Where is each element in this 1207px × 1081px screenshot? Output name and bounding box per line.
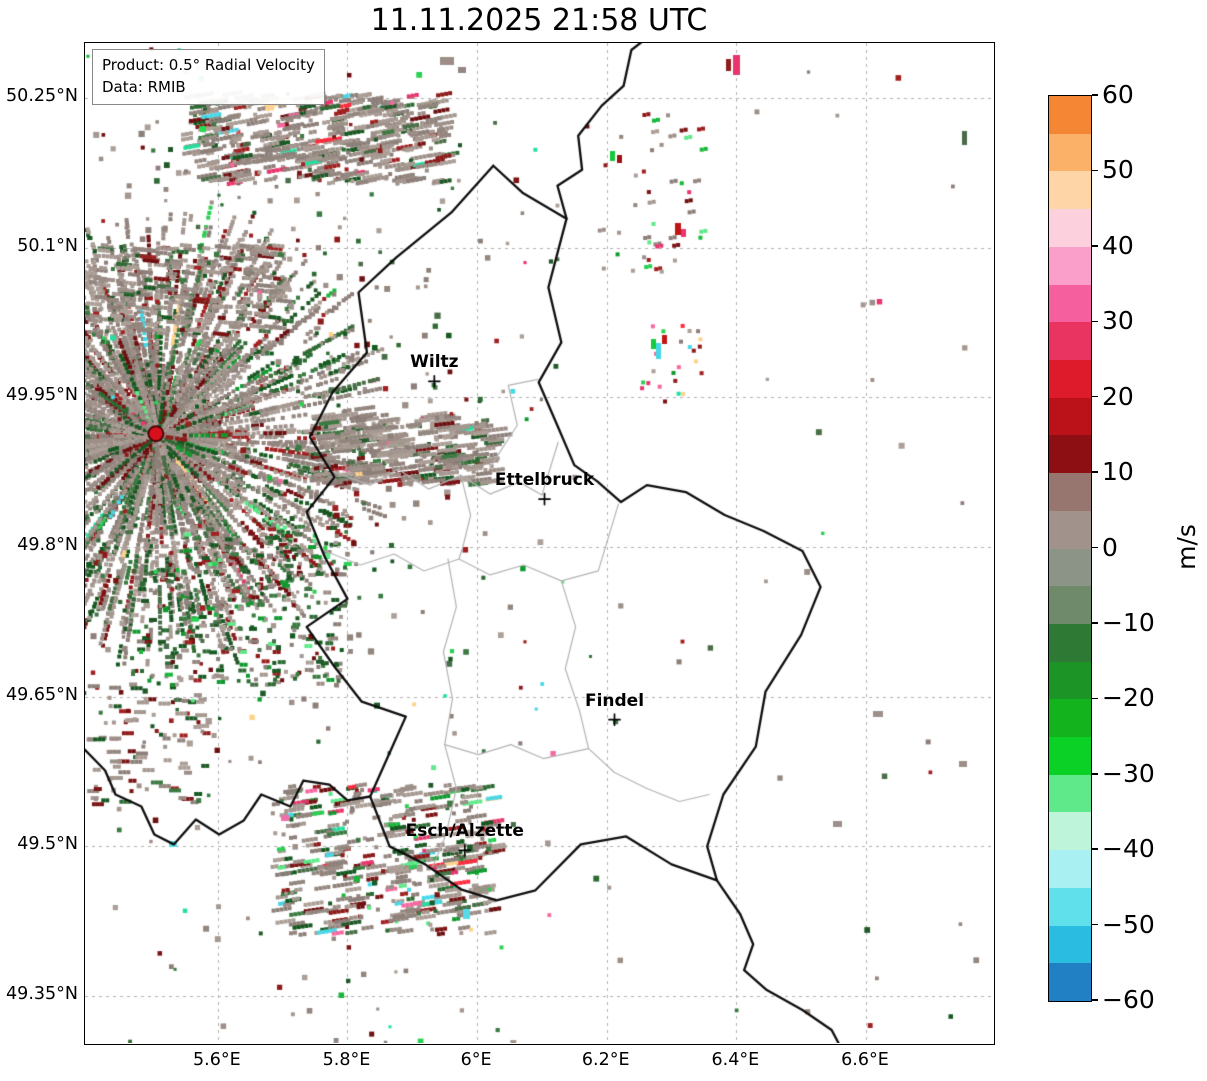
plot-frame: Product: 0.5° Radial Velocity Data: RMIB… [84,42,995,1045]
colorbar-tick-label: −60 [1102,985,1155,1014]
colorbar-tick-mark [1092,546,1098,549]
product-name-line: Product: 0.5° Radial Velocity [102,56,315,74]
colorbar-tick-label: −50 [1102,909,1155,939]
y-tick-label: 49.95°N [6,385,78,406]
plot-title: 11.11.2025 21:58 UTC [370,3,708,38]
product-info-box: Product: 0.5° Radial Velocity Data: RMIB [92,49,325,105]
colorbar-segment [1049,322,1091,361]
colorbar-tick-label: −40 [1102,834,1155,864]
data-source-line: Data: RMIB [102,77,186,96]
city-label: Esch/Alzette [405,821,524,842]
x-tick-label: 6.6°E [841,1050,889,1070]
colorbar-tick-label: 40 [1102,230,1134,260]
colorbar-tick-mark [1092,923,1098,926]
colorbar-tick-label: 0 [1102,532,1118,562]
colorbar-segment [1049,661,1091,700]
colorbar-tick-mark [1092,94,1098,96]
y-tick-label: 49.8°N [17,534,78,555]
colorbar-tick-mark [1092,697,1098,700]
colorbar-tick-mark [1092,471,1098,473]
colorbar-segment [1049,359,1091,399]
colorbar-segment [1049,925,1091,964]
colorbar-segment [1049,548,1091,587]
colorbar-segment [1049,171,1091,210]
colorbar-segment [1049,850,1091,889]
y-tick-label: 49.65°N [6,684,78,705]
colorbar-segment [1049,397,1091,436]
y-tick-label: 50.25°N [6,85,78,106]
colorbar-segment [1049,209,1091,248]
city-label: Ettelbruck [494,470,595,491]
city-label: Findel [584,690,645,711]
colorbar-segment [1049,473,1091,512]
colorbar-segment [1049,96,1091,135]
colorbar-tick-label: 10 [1102,457,1134,487]
colorbar-segment [1049,510,1091,550]
colorbar-tick-mark [1092,622,1098,624]
colorbar-tick-label: 30 [1102,306,1134,336]
colorbar-tick-label: 20 [1102,381,1134,411]
city-label: Wiltz [410,352,459,373]
colorbar-gradient [1049,96,1091,1001]
y-tick-label: 49.5°N [17,834,78,855]
colorbar-tick-mark [1092,773,1098,775]
colorbar-segment [1049,435,1091,474]
x-tick-label: 6°E [460,1050,492,1070]
colorbar-segment [1049,774,1091,814]
y-tick-label: 49.35°N [6,984,78,1005]
colorbar-tick-label: 60 [1102,80,1134,109]
x-tick-label: 6.4°E [711,1050,760,1070]
colorbar-tick-label: 50 [1102,155,1134,185]
colorbar-segment [1049,812,1091,851]
colorbar-tick-mark [1092,848,1098,850]
colorbar-unit-label: m/s [1172,524,1201,570]
radar-map-canvas [85,43,993,1043]
colorbar-segment [1049,963,1091,1001]
y-tick-label: 50.1°N [17,235,78,256]
colorbar-segment [1049,623,1091,663]
colorbar-tick-mark [1092,320,1098,322]
colorbar-segment [1049,133,1091,172]
colorbar-segment [1049,887,1091,927]
colorbar-tick-label: −20 [1102,683,1155,713]
colorbar-segment [1049,737,1091,776]
colorbar-segment [1049,284,1091,323]
colorbar-tick-mark [1092,169,1098,172]
colorbar-tick-mark [1092,245,1098,247]
x-tick-label: 5.8°E [322,1050,371,1070]
x-tick-label: 6.2°E [581,1050,630,1070]
colorbar-segment [1049,699,1091,738]
colorbar-tick-label: −10 [1102,607,1155,637]
x-tick-label: 5.6°E [193,1050,241,1070]
colorbar-segment [1049,586,1091,625]
colorbar [1048,95,1092,1002]
colorbar-tick-label: −30 [1102,758,1155,788]
colorbar-tick-mark [1092,999,1098,1001]
colorbar-tick-mark [1092,395,1098,398]
colorbar-segment [1049,246,1091,286]
